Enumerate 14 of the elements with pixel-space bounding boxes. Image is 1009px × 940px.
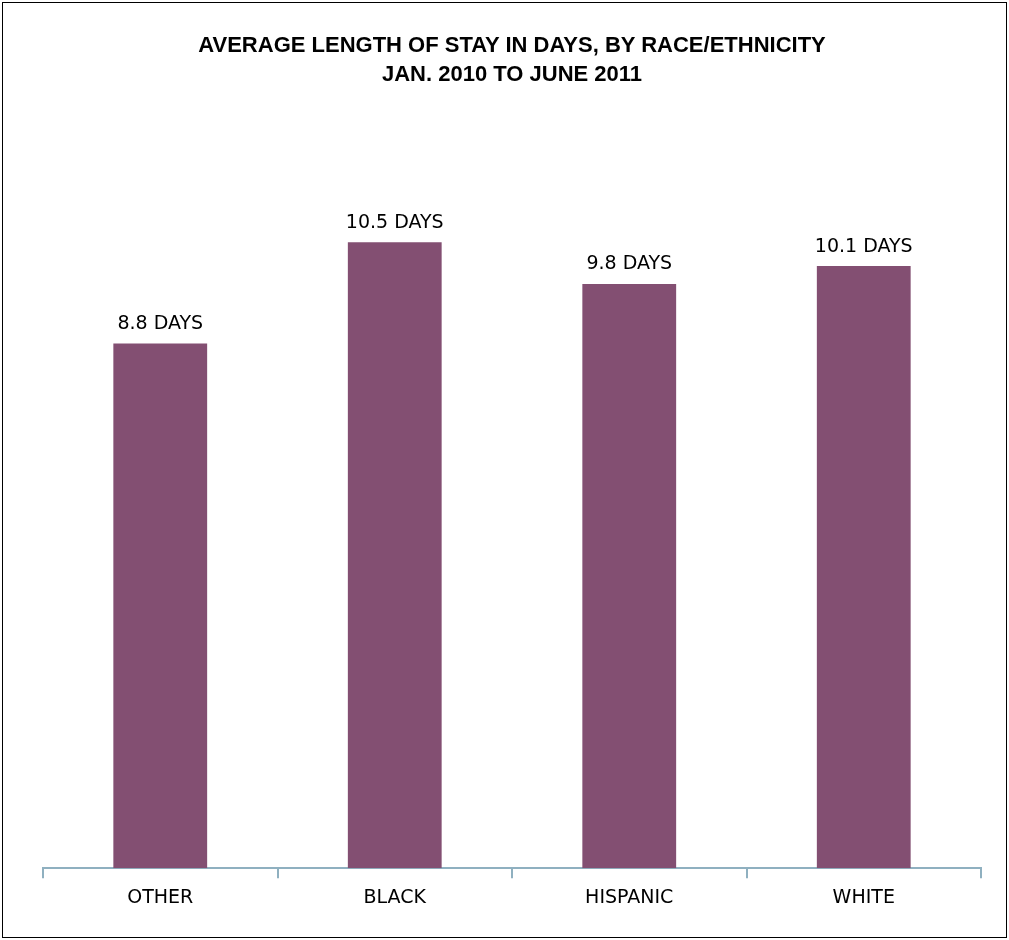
data-label: 10.5 DAYS <box>345 209 444 232</box>
chart-subtitle: JAN. 2010 TO JUNE 2011 <box>381 60 643 86</box>
bar <box>816 266 911 869</box>
data-label: 9.8 DAYS <box>586 251 673 274</box>
bar <box>347 242 442 869</box>
data-label: 10.1 DAYS <box>814 233 913 256</box>
bar <box>582 283 677 869</box>
data-label: 8.8 DAYS <box>117 311 204 334</box>
chart-title: AVERAGE LENGTH OF STAY IN DAYS, BY RACE/ETHNICITY <box>198 32 827 58</box>
x-tick-label: OTHER <box>127 884 194 907</box>
x-tick-label: HISPANIC <box>585 884 674 907</box>
bar <box>113 343 208 869</box>
x-tick-label: BLACK <box>363 884 427 907</box>
x-tick-label: WHITE <box>832 884 895 907</box>
